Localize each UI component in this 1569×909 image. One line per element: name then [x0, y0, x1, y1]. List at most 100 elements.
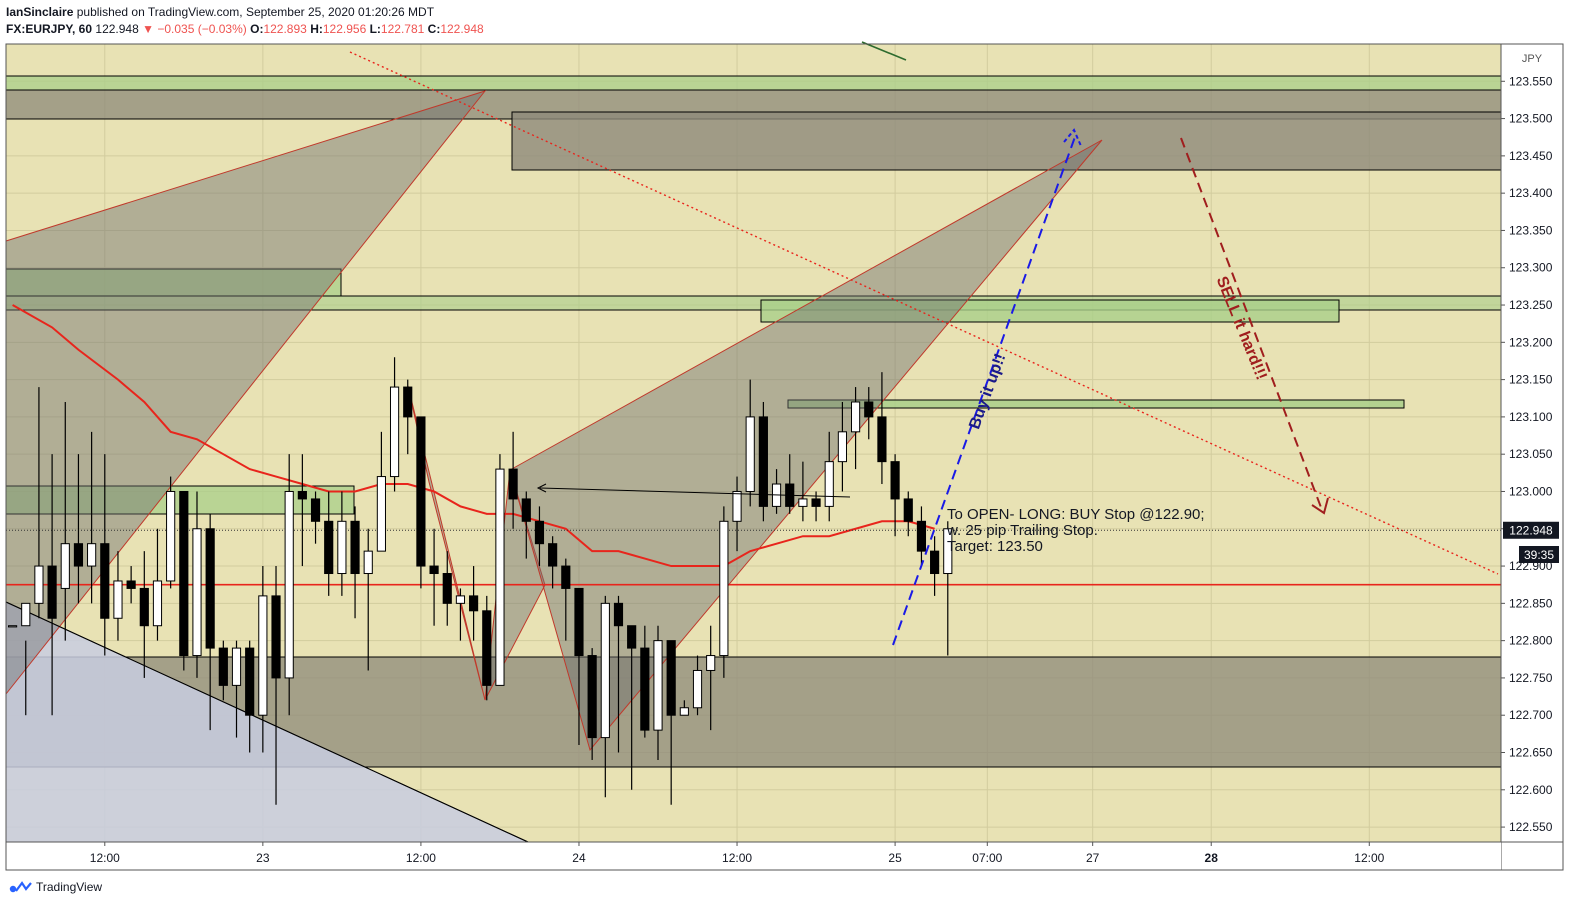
candle-body: [613, 602, 624, 627]
zone-green-thin: [787, 399, 1405, 409]
price-tick-label: 123.250: [1509, 298, 1553, 312]
price-axis-bg[interactable]: [1501, 44, 1563, 842]
candle-body: [943, 528, 953, 575]
tradingview-logo-icon: [9, 881, 32, 893]
last-price-tag: 122.948 39:35: [1503, 521, 1559, 563]
candle: [192, 491, 202, 678]
publisher-name[interactable]: IanSinclaire: [6, 5, 74, 19]
candle-body: [429, 565, 439, 575]
candle: [389, 357, 400, 492]
candle: [139, 551, 149, 678]
last-price-tag-text: 122.948: [1509, 523, 1553, 537]
trendline-green: [861, 41, 907, 61]
high-label: H:: [310, 22, 323, 36]
candle: [271, 566, 281, 805]
candle-body: [916, 520, 927, 552]
close-label: C:: [427, 22, 441, 36]
candle-body: [640, 647, 650, 731]
trendline-dotted-red: [349, 51, 1499, 575]
sell-arrow[interactable]: [1180, 137, 1329, 515]
candle-body: [8, 625, 18, 628]
open-label: O:: [250, 22, 264, 36]
candle: [548, 536, 558, 589]
time-tick-label: 12:00: [1354, 851, 1384, 865]
candle-body: [587, 655, 597, 739]
zone-gray-target: [511, 111, 1502, 171]
candle-body: [245, 647, 255, 716]
candle-body: [482, 610, 492, 686]
candle: [126, 566, 136, 604]
candle-body: [824, 461, 834, 507]
candle-body: [350, 520, 360, 575]
candle: [310, 491, 321, 544]
time-ticks: 12:00 23 12:00 24 12:00 25 07:00 27 28 12:00: [90, 842, 1385, 865]
publish-info: published on TradingView.com, September …: [76, 5, 435, 19]
trade-plan-line-3: Target: 123.50: [947, 538, 1043, 555]
zone-green-mid: [760, 299, 1340, 323]
candle-body: [376, 476, 386, 552]
price-tick-label: 123.400: [1509, 186, 1553, 200]
candle: [930, 536, 940, 596]
candle: [179, 490, 189, 671]
price-tick-label: 123.300: [1509, 261, 1553, 275]
candle: [864, 387, 874, 440]
high-value: 122.956: [322, 22, 367, 36]
candle-body: [21, 602, 31, 627]
candle: [521, 491, 531, 559]
time-axis-bg[interactable]: [6, 842, 1501, 870]
candle: [679, 700, 689, 716]
candle: [297, 454, 307, 567]
candle-body: [403, 386, 413, 418]
candle-body: [890, 461, 900, 500]
candle: [34, 387, 44, 619]
measure-arrow: [536, 483, 851, 498]
trade-plan-line-2: w. 25 pip Trailing Stop.: [946, 522, 1098, 539]
time-tick-label: 27: [1086, 851, 1100, 865]
candle-body: [930, 550, 940, 575]
candle: [850, 387, 861, 470]
candle: [376, 431, 386, 552]
candle-body: [574, 587, 584, 657]
price-tick-label: 122.600: [1509, 783, 1553, 797]
candle: [653, 625, 663, 760]
candle-body: [192, 528, 202, 657]
time-tick-label: 12:00: [406, 851, 436, 865]
candle-body: [706, 655, 716, 671]
candle: [403, 379, 413, 455]
price-tick-label: 123.000: [1509, 484, 1553, 498]
candle-body: [73, 543, 84, 567]
candle: [350, 506, 360, 619]
trade-plan-note: To OPEN- LONG: BUY Stop @122.90; w. 25 p…: [946, 506, 1205, 555]
candle-body: [877, 416, 887, 463]
candle-body: [337, 520, 347, 575]
candle-body: [416, 416, 426, 567]
candle-body: [100, 543, 110, 619]
candle-body: [811, 498, 821, 507]
buy-arrow[interactable]: [892, 128, 1082, 646]
candle: [113, 551, 123, 641]
candle: [337, 491, 347, 596]
candle-body: [218, 647, 228, 686]
candle-body: [534, 520, 545, 545]
candle-body: [205, 528, 215, 649]
price-tick-label: 123.500: [1509, 112, 1553, 126]
candle: [837, 401, 847, 492]
candle-body: [231, 647, 242, 686]
trade-plan-line-1: To OPEN- LONG: BUY Stop @122.90;: [947, 506, 1205, 523]
candle: [416, 416, 426, 589]
ohlc-line: FX:EURJPY, 60 122.948 ▼ −0.035 (−0.03%) …: [6, 21, 484, 38]
last-price: 122.948: [95, 22, 139, 36]
candle: [218, 640, 228, 701]
candle-body: [455, 595, 466, 604]
candle: [943, 521, 953, 656]
candle-body: [798, 498, 808, 507]
candle: [890, 454, 900, 537]
candle: [758, 401, 768, 522]
candle-body: [508, 468, 518, 500]
candle: [508, 431, 518, 529]
candle: [640, 625, 650, 738]
footer-brand[interactable]: TradingView: [36, 880, 103, 894]
zone-green-left: [5, 268, 342, 297]
candle-body: [864, 401, 874, 418]
